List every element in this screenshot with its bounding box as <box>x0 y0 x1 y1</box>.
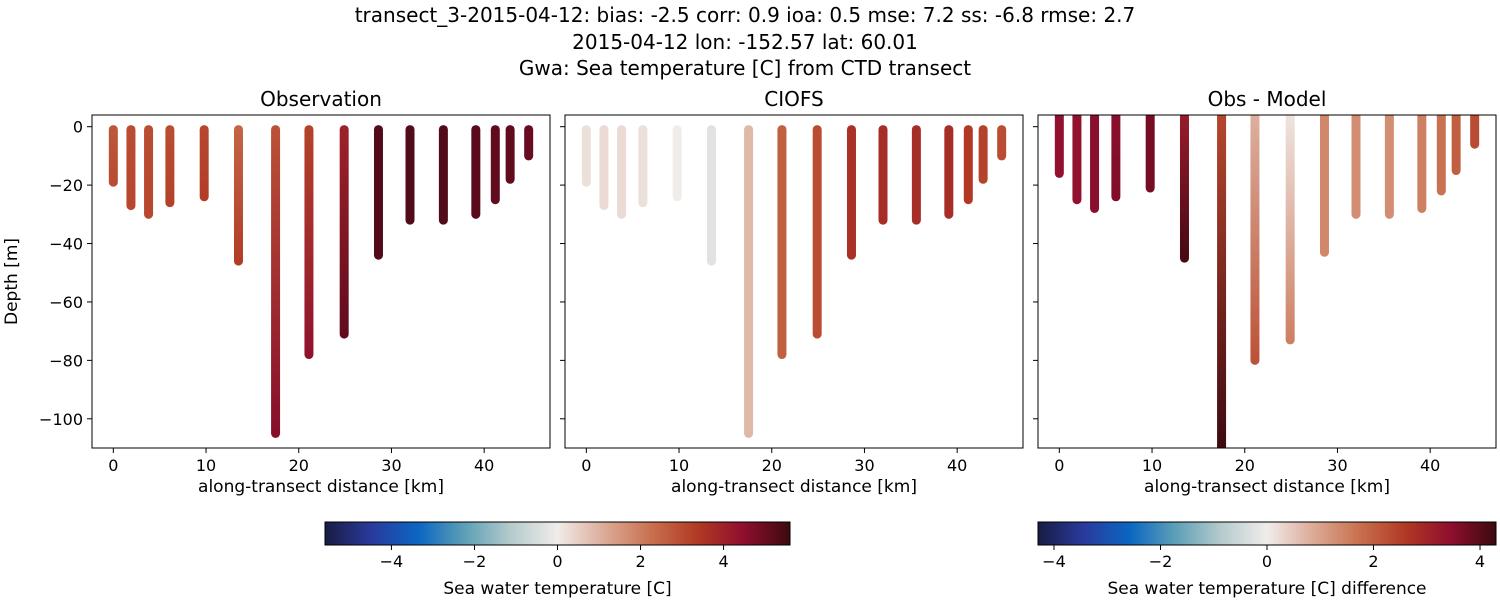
colorbar-tick-label: 4 <box>718 552 728 571</box>
title-line-1: transect_3-2015-04-12: bias: -2.5 corr: … <box>355 3 1136 27</box>
station-profiles <box>108 125 534 438</box>
colorbar-gradient <box>1037 521 1497 546</box>
title-line-2: 2015-04-12 lon: -152.57 lat: 60.01 <box>572 30 918 54</box>
station-profiles <box>1054 115 1480 448</box>
panel-3: 0 10 20 30 40 Obs - Model along-transect dista… <box>1033 87 1497 497</box>
x-tick-label: 0 <box>108 456 118 475</box>
colorbar-tick-label: 0 <box>552 552 562 571</box>
axes-frame <box>1037 114 1497 449</box>
colorbar-label: Sea water temperature [C] difference <box>1107 579 1426 599</box>
y-tick-label: −20 <box>49 176 83 195</box>
colorbar-1: −4 −2 0 2 4 Sea water temperature [C] <box>324 521 791 599</box>
axes-frame <box>91 114 551 449</box>
x-axis-label: along-transect distance [km] <box>1144 477 1390 497</box>
colorbar-tick-label: −4 <box>1042 552 1066 571</box>
panel-2: 0 10 20 30 40 CIOFS along-transect distance [k… <box>560 87 1024 497</box>
x-tick-label: 0 <box>581 456 591 475</box>
y-axis-label: Depth [m] <box>2 238 22 325</box>
x-tick-label: 10 <box>196 456 216 475</box>
colorbar-tick-label: −4 <box>380 552 404 571</box>
x-tick-label: 10 <box>669 456 689 475</box>
panel-title: CIOFS <box>764 87 823 111</box>
axes-frame <box>564 114 1024 449</box>
y-tick-label: −60 <box>49 293 83 312</box>
colorbar-tick-label: 2 <box>1368 552 1378 571</box>
x-axis-label: along-transect distance [km] <box>198 477 444 497</box>
x-tick-label: 10 <box>1142 456 1162 475</box>
station-profiles <box>581 125 1007 438</box>
colorbar-label: Sea water temperature [C] <box>443 579 671 599</box>
colorbar-tick-label: −2 <box>463 552 487 571</box>
x-tick-label: 40 <box>947 456 967 475</box>
x-tick-label: 20 <box>1235 456 1255 475</box>
panel-1: 0 10 20 30 40 0 −20 −40 −60 −80 −100 Observation alo… <box>2 87 551 497</box>
x-tick-label: 0 <box>1054 456 1064 475</box>
x-tick-label: 30 <box>854 456 874 475</box>
x-axis-label: along-transect distance [km] <box>671 477 917 497</box>
x-tick-label: 40 <box>474 456 494 475</box>
y-tick-label: −100 <box>39 410 83 429</box>
panel-title: Obs - Model <box>1208 87 1327 111</box>
y-tick-label: −80 <box>49 351 83 370</box>
x-tick-label: 20 <box>762 456 782 475</box>
colorbar-2: −4 −2 0 2 4 Sea water temperature [C] differe… <box>1037 521 1497 599</box>
colorbar-gradient <box>324 521 791 546</box>
x-tick-label: 30 <box>1327 456 1347 475</box>
x-tick-label: 20 <box>289 456 309 475</box>
x-tick-label: 30 <box>381 456 401 475</box>
y-tick-label: 0 <box>73 118 83 137</box>
colorbar-tick-label: 4 <box>1475 552 1485 571</box>
colorbar-tick-label: 2 <box>635 552 645 571</box>
x-tick-label: 40 <box>1420 456 1440 475</box>
colorbar-tick-label: −2 <box>1149 552 1173 571</box>
panel-title: Observation <box>260 87 382 111</box>
y-tick-label: −40 <box>49 235 83 254</box>
colorbar-tick-label: 0 <box>1262 552 1272 571</box>
title-line-3: Gwa: Sea temperature [C] from CTD transe… <box>519 56 971 80</box>
